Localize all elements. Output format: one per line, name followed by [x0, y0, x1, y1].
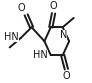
- Text: O: O: [63, 71, 70, 81]
- Text: O: O: [18, 3, 25, 13]
- Text: N: N: [60, 30, 67, 40]
- Text: HN: HN: [4, 32, 19, 42]
- Text: O: O: [50, 1, 57, 11]
- Text: HN: HN: [33, 50, 48, 60]
